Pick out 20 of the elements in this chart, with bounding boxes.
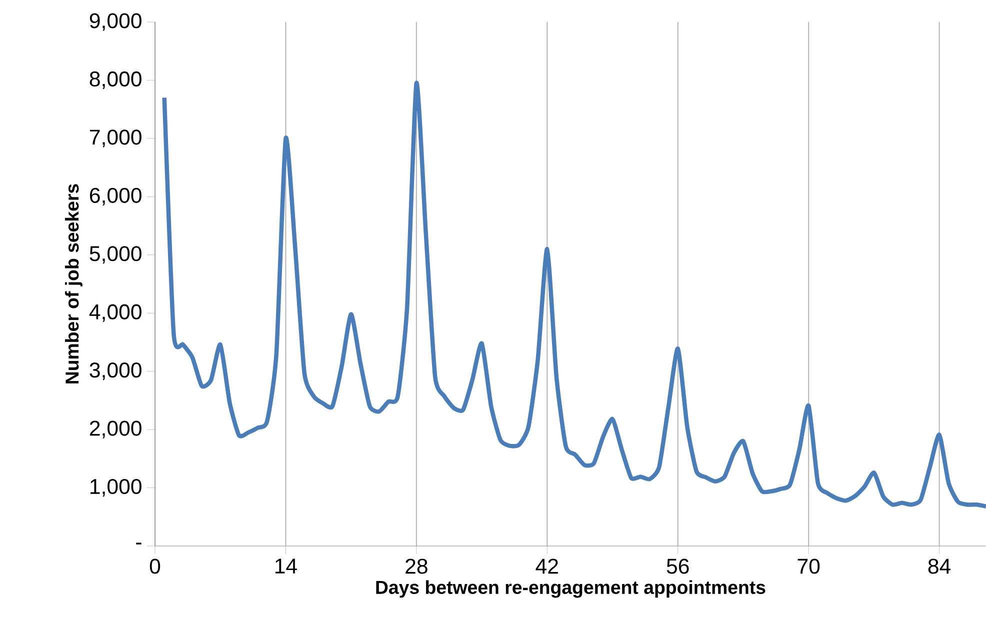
line-series — [162, 80, 986, 509]
y-tick-label: 7,000 — [90, 130, 142, 148]
x-tick-label: 0 — [150, 558, 160, 574]
y-tick-label: 6,000 — [90, 188, 142, 206]
y-tick-label: 2,000 — [90, 420, 142, 438]
x-tick-label: 42 — [536, 558, 558, 574]
y-tick-label: 3,000 — [90, 362, 142, 380]
x-tick-label: 28 — [406, 558, 428, 574]
y-tick-label: 8,000 — [90, 71, 142, 90]
x-tick-label: 14 — [275, 558, 297, 574]
y-tick-label: 4,000 — [89, 304, 142, 322]
y-tick-label: - — [136, 542, 142, 544]
y-tick-label: 9,000 — [90, 13, 142, 31]
x-tick-label: 84 — [928, 558, 951, 574]
x-tick-label: 56 — [666, 558, 689, 574]
x-axis-title: Days between re-engagement appointments — [376, 580, 766, 598]
y-axis-title: Number of job seekers — [65, 184, 82, 384]
x-tick-label: 70 — [798, 558, 820, 574]
y-tick-label: 1,000 — [90, 478, 142, 497]
y-tick-label: 5,000 — [90, 246, 142, 264]
